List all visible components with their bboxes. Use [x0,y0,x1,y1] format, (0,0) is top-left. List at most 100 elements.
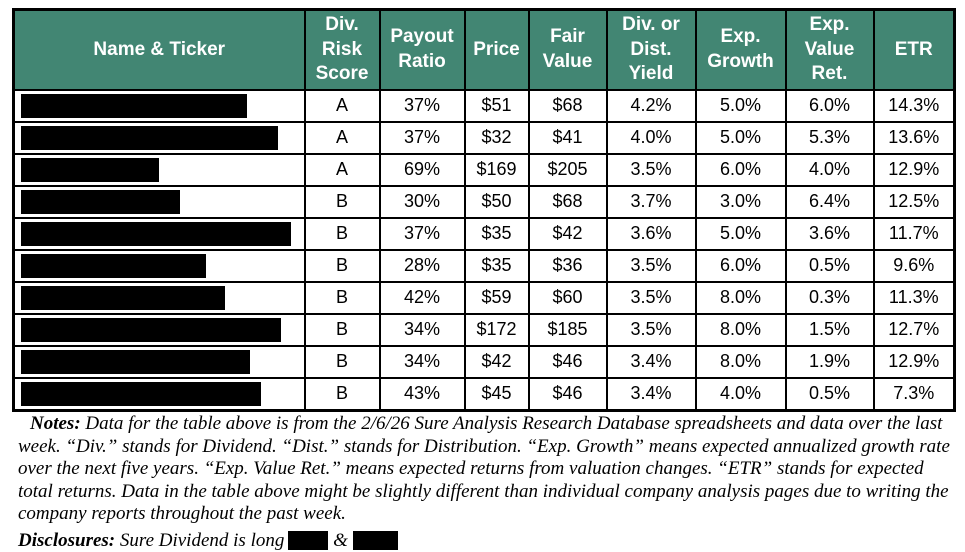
div-risk-score-cell: B [305,346,380,378]
div-dist-yield-cell: 3.4% [607,346,696,378]
disclosures-label: Disclosures: [18,530,115,551]
column-header-exp-growth: Exp. Growth [696,10,786,90]
div-risk-score-cell: A [305,122,380,154]
name-ticker-cell [14,154,305,186]
exp-growth-cell: 6.0% [696,154,786,186]
fair-value-cell: $205 [529,154,607,186]
redacted-name-bar [21,382,261,406]
div-risk-score-cell: B [305,282,380,314]
fair-value-cell: $41 [529,122,607,154]
notes-paragraph: Notes: Data for the table above is from … [18,413,952,526]
redacted-name-bar [21,350,250,374]
column-header-etr: ETR [874,10,955,90]
payout-ratio-cell: 37% [380,122,465,154]
div-risk-score-cell: A [305,154,380,186]
payout-ratio-cell: 34% [380,346,465,378]
price-cell: $51 [465,90,529,122]
exp-value-ret-cell: 0.5% [786,378,874,411]
exp-growth-cell: 5.0% [696,122,786,154]
div-dist-yield-cell: 3.5% [607,282,696,314]
etr-cell: 13.6% [874,122,955,154]
column-header-name-ticker: Name & Ticker [14,10,305,90]
price-cell: $45 [465,378,529,411]
payout-ratio-cell: 37% [380,218,465,250]
exp-value-ret-cell: 0.5% [786,250,874,282]
div-dist-yield-cell: 4.0% [607,122,696,154]
etr-cell: 12.5% [874,186,955,218]
redacted-name-bar [21,318,281,342]
price-cell: $35 [465,218,529,250]
column-header-div-dist-yield: Div. or Dist. Yield [607,10,696,90]
redacted-name-bar [21,254,206,278]
column-header-div-risk-score: Div. Risk Score [305,10,380,90]
exp-value-ret-cell: 1.5% [786,314,874,346]
div-dist-yield-cell: 3.5% [607,250,696,282]
fair-value-cell: $42 [529,218,607,250]
column-header-price: Price [465,10,529,90]
div-dist-yield-cell: 3.5% [607,154,696,186]
exp-value-ret-cell: 6.0% [786,90,874,122]
div-risk-score-cell: B [305,218,380,250]
exp-growth-cell: 8.0% [696,346,786,378]
exp-growth-cell: 6.0% [696,250,786,282]
redacted-name-bar [21,158,159,182]
payout-ratio-cell: 43% [380,378,465,411]
name-ticker-cell [14,250,305,282]
div-risk-score-cell: B [305,378,380,411]
exp-value-ret-cell: 4.0% [786,154,874,186]
disclosures-paragraph: Disclosures: Sure Dividend is long & [18,530,952,552]
etr-cell: 12.7% [874,314,955,346]
div-dist-yield-cell: 3.7% [607,186,696,218]
redacted-name-bar [21,190,180,214]
price-cell: $42 [465,346,529,378]
exp-value-ret-cell: 5.3% [786,122,874,154]
payout-ratio-cell: 42% [380,282,465,314]
etr-cell: 12.9% [874,346,955,378]
notes-block: Notes: Data for the table above is from … [18,413,952,552]
redacted-ticker-bar-1 [288,531,328,550]
fair-value-cell: $46 [529,346,607,378]
payout-ratio-cell: 28% [380,250,465,282]
div-dist-yield-cell: 3.5% [607,314,696,346]
div-risk-score-cell: B [305,186,380,218]
redacted-name-bar [21,222,291,246]
fair-value-cell: $185 [529,314,607,346]
div-risk-score-cell: A [305,90,380,122]
exp-growth-cell: 5.0% [696,218,786,250]
exp-growth-cell: 8.0% [696,314,786,346]
exp-value-ret-cell: 3.6% [786,218,874,250]
name-ticker-cell [14,282,305,314]
redacted-name-bar [21,286,225,310]
redacted-name-bar [21,126,278,150]
name-ticker-cell [14,122,305,154]
notes-text: Data for the table above is from the 2/6… [18,413,950,524]
name-ticker-cell [14,378,305,411]
exp-growth-cell: 4.0% [696,378,786,411]
disclosures-separator: & [333,530,348,551]
etr-cell: 11.3% [874,282,955,314]
exp-value-ret-cell: 0.3% [786,282,874,314]
etr-cell: 12.9% [874,154,955,186]
redacted-name-bar [21,94,247,118]
div-dist-yield-cell: 3.6% [607,218,696,250]
price-cell: $169 [465,154,529,186]
etr-cell: 14.3% [874,90,955,122]
name-ticker-cell [14,218,305,250]
fair-value-cell: $68 [529,186,607,218]
fair-value-cell: $36 [529,250,607,282]
div-dist-yield-cell: 4.2% [607,90,696,122]
